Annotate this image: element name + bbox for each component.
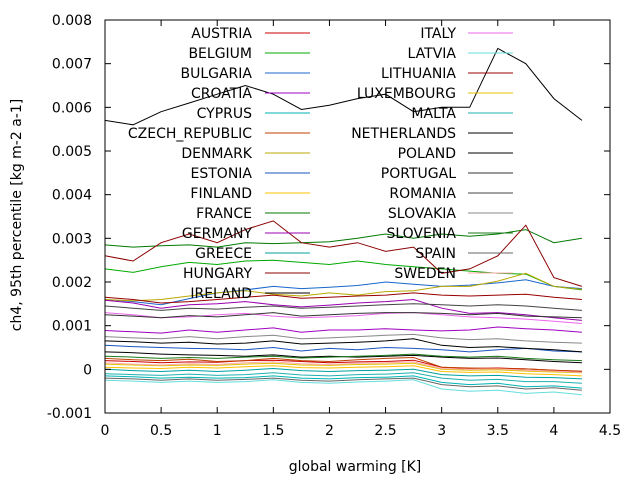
legend-label-denmark: DENMARK (181, 146, 252, 162)
legend: AUSTRIA BELGIUM BULGARIA CROATIA CYPRUS CZECH… (128, 26, 513, 302)
series-line-slovakia (104, 333, 582, 344)
y-tick-label: 0.003 (52, 231, 92, 247)
y-tick-label: 0.007 (52, 57, 92, 73)
series-line-malta (104, 372, 582, 384)
series-line-poland (104, 47, 583, 126)
series-line-netherlands (104, 338, 582, 353)
y-tick-label: 0 (83, 362, 92, 378)
x-tick-label: 1 (213, 423, 222, 439)
series-line-luxembourg (104, 362, 582, 374)
legend-label-hungary: HUNGARY (183, 266, 253, 282)
legend-label-slovakia: SLOVAKIA (388, 206, 457, 222)
legend-label-czech-republic: CZECH_REPUBLIC (128, 126, 252, 142)
series-line-germany (104, 298, 582, 321)
y-tick-label: 0.002 (52, 275, 92, 291)
series-line-cyprus (104, 375, 582, 389)
x-tick-label: 2.5 (374, 423, 396, 439)
y-tick-label: -0.001 (47, 406, 92, 422)
legend-label-finland: FINLAND (190, 186, 252, 202)
series-line-slovenia (104, 353, 582, 362)
series-line-hungary (104, 220, 583, 287)
series-line-italy (104, 312, 582, 324)
legend-label-croatia: CROATIA (191, 86, 252, 102)
legend-label-netherlands: NETHERLANDS (351, 126, 456, 142)
legend-label-malta: MALTA (411, 106, 456, 122)
series-line-romania (104, 303, 582, 311)
legend-label-romania: ROMANIA (389, 186, 456, 202)
x-tick-label: 0 (101, 423, 110, 439)
series-line-finland (104, 365, 582, 377)
legend-label-portugal: PORTUGAL (381, 166, 456, 182)
legend-label-germany: GERMANY (182, 226, 253, 242)
series-line-denmark (104, 272, 582, 302)
x-tick-label: 0.5 (150, 423, 172, 439)
x-tick-label: 3 (437, 423, 446, 439)
legend-label-poland: POLAND (398, 146, 456, 162)
plot-frame (104, 19, 611, 414)
x-tick-label: 2 (325, 423, 334, 439)
x-tick-label: 4 (549, 423, 558, 439)
y-tick-label: 0.006 (52, 100, 92, 116)
legend-label-luxembourg: LUXEMBOURG (357, 86, 456, 102)
y-tick-label: 0.005 (52, 144, 92, 160)
y-tick-label: 0.008 (52, 13, 92, 29)
series-line-czech-republic (104, 356, 582, 372)
series-line-greece (104, 367, 582, 380)
legend-label-estonia: ESTONIA (191, 166, 253, 182)
series-line-croatia (104, 326, 582, 334)
series-line-portugal (104, 312, 582, 319)
axis-ticks: 0 0.5 1 1.5 2 2.5 3 3.5 4 4.5 -0.001 0 0.001 0.002 0.0… (47, 13, 621, 439)
legend-label-belgium: BELGIUM (188, 46, 252, 62)
series-line-belgium (104, 259, 582, 291)
series-line-sweden (104, 361, 582, 373)
legend-label-greece: GREECE (195, 246, 252, 262)
series-line-lithuania (104, 292, 582, 304)
x-tick-label: 4.5 (599, 423, 621, 439)
legend-label-austria: AUSTRIA (191, 26, 252, 42)
series-line-latvia (104, 379, 582, 396)
legend-label-lithuania: LITHUANIA (381, 66, 456, 82)
legend-label-bulgaria: BULGARIA (180, 66, 252, 82)
legend-label-france: FRANCE (196, 206, 252, 222)
y-tick-label: 0.001 (52, 319, 92, 335)
series-line-bulgaria (104, 279, 582, 306)
legend-label-ireland: IRELAND (190, 286, 252, 302)
x-tick-label: 1.5 (262, 423, 284, 439)
legend-label-slovenia: SLOVENIA (386, 226, 456, 242)
x-tick-label: 3.5 (487, 423, 509, 439)
legend-label-sweden: SWEDEN (394, 266, 456, 282)
series-line-spain (104, 377, 582, 391)
y-tick-label: 0.004 (52, 188, 92, 204)
series-line-estonia (104, 344, 582, 353)
legend-label-latvia: LATVIA (408, 46, 457, 62)
legend-label-cyprus: CYPRUS (197, 106, 252, 122)
y-axis-label: ch4, 95th percentile [kg m-2 a-1] (9, 99, 25, 331)
legend-label-italy: ITALY (420, 26, 456, 42)
series-lines (104, 47, 583, 396)
legend-label-spain: SPAIN (415, 246, 456, 262)
x-axis-label: global warming [K] (289, 459, 422, 475)
